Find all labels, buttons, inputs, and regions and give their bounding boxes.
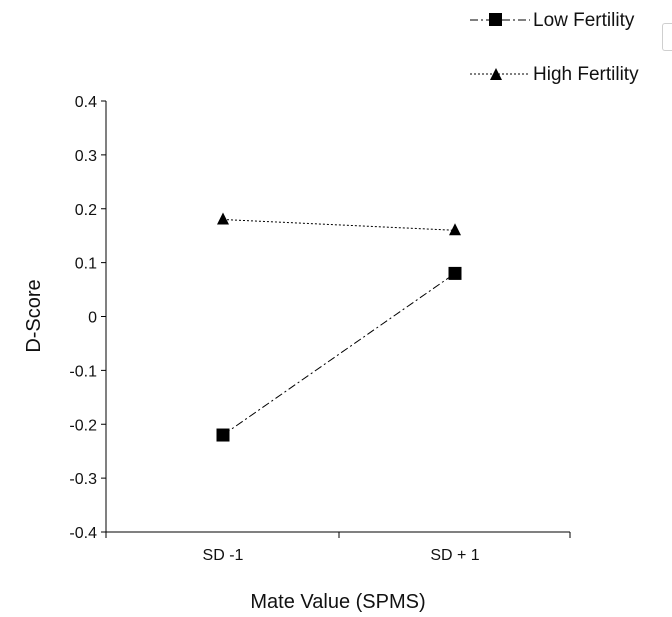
data-point-low-fertility — [216, 428, 230, 442]
series-line-low-fertility — [222, 272, 456, 436]
x-axis-title: Mate Value (SPMS) — [250, 591, 425, 613]
y-tick-label: -0.1 — [69, 363, 97, 380]
legend-label-low-fertility: Low Fertility — [533, 10, 635, 31]
legend: Low Fertility High Fertility — [470, 10, 639, 85]
x-tick-label: SD + 1 — [430, 547, 479, 564]
y-axis-title: D-Score — [23, 279, 45, 352]
y-tick-label: -0.4 — [69, 525, 97, 542]
y-tick-label: 0.3 — [75, 148, 97, 165]
series-line-high-fertility — [222, 219, 456, 231]
y-tick-label: 0 — [88, 310, 97, 327]
legend-marker-square — [489, 13, 502, 26]
y-ticks: 0.4 0.3 0.2 0.1 0 -0.1 -0.2 -0.3 -0.4 — [69, 94, 106, 542]
scroll-edge-button[interactable] — [662, 23, 672, 51]
y-tick-label: 0.4 — [75, 94, 97, 111]
series-layer — [216, 212, 462, 442]
data-point-high-fertility — [449, 223, 461, 236]
legend-marker-triangle — [490, 68, 502, 80]
y-tick-label: 0.2 — [75, 202, 97, 219]
legend-label-high-fertility: High Fertility — [533, 64, 639, 85]
x-ticks: SD -1 SD + 1 — [105, 532, 571, 564]
legend-item-high-fertility: High Fertility — [470, 64, 639, 85]
y-tick-label: -0.2 — [69, 417, 97, 434]
x-tick-label: SD -1 — [203, 547, 244, 564]
y-tick-label: -0.3 — [69, 471, 97, 488]
data-point-high-fertility — [217, 212, 229, 225]
data-point-low-fertility — [448, 266, 462, 280]
y-tick-label: 0.1 — [75, 256, 97, 273]
legend-item-low-fertility: Low Fertility — [470, 10, 635, 31]
